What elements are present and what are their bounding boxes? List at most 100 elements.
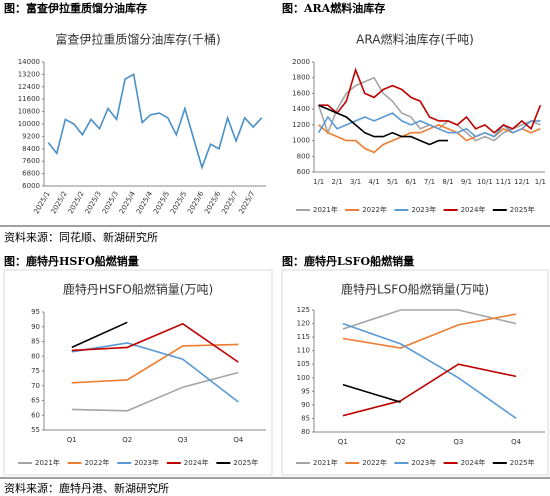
series-line bbox=[47, 73, 263, 170]
header: 图：鹿特丹LSFO船燃销量 bbox=[282, 254, 414, 268]
y-tick-label: 105 bbox=[297, 360, 310, 368]
x-tick-label: Q1 bbox=[67, 436, 77, 444]
x-tick-label: Q4 bbox=[233, 436, 244, 444]
x-tick-label: Q4 bbox=[511, 438, 522, 446]
y-tick-label: 85 bbox=[301, 414, 310, 422]
x-tick-label: 9/1 bbox=[461, 178, 472, 186]
x-tick-label: Q1 bbox=[338, 438, 348, 446]
series-line bbox=[71, 343, 239, 384]
chart-frame bbox=[3, 269, 273, 476]
y-tick-label: 1600 bbox=[292, 89, 310, 97]
y-tick-label: 80 bbox=[301, 428, 310, 436]
series-line bbox=[342, 309, 517, 330]
y-tick-label: 110 bbox=[297, 347, 310, 355]
x-tick-label: 1/1 bbox=[535, 178, 546, 186]
x-tick-label: Q2 bbox=[122, 436, 132, 444]
header: 图：ARA燃料油库存 bbox=[282, 1, 385, 15]
y-tick-label: 1800 bbox=[292, 74, 310, 82]
y-tick-label: 70 bbox=[31, 382, 40, 390]
y-tick-label: 10000 bbox=[18, 120, 40, 128]
legend-label: 2024年 bbox=[461, 458, 486, 467]
chart-title: ARA燃料油库存(千吨) bbox=[356, 32, 474, 47]
y-tick-label: 14000 bbox=[18, 58, 40, 66]
y-tick-label: 120 bbox=[297, 320, 310, 328]
source: 资料来源：同花顺、新湖研究所 bbox=[4, 230, 158, 244]
x-tick-label: 5/1 bbox=[387, 178, 398, 186]
legend-label: 2022年 bbox=[362, 458, 387, 467]
chart-title: 鹿特丹HSFO船燃销量(万吨) bbox=[63, 282, 213, 297]
y-tick-label: 1000 bbox=[292, 137, 310, 145]
series-line bbox=[342, 313, 517, 349]
chart-title: 鹿特丹LSFO船燃销量(万吨) bbox=[341, 282, 489, 297]
y-tick-label: 2000 bbox=[292, 58, 310, 66]
x-tick-label: 6/1 bbox=[405, 178, 416, 186]
x-tick-label: 1/1 bbox=[313, 178, 324, 186]
x-tick-label: Q3 bbox=[178, 436, 188, 444]
y-tick-label: 75 bbox=[31, 367, 40, 375]
legend-label: 2021年 bbox=[313, 205, 338, 214]
y-tick-label: 60 bbox=[31, 411, 40, 419]
x-tick-label: 3/1 bbox=[350, 178, 361, 186]
y-tick-label: 95 bbox=[31, 308, 40, 316]
chart-frame bbox=[281, 269, 549, 476]
y-tick-label: 1400 bbox=[292, 105, 310, 113]
series-line bbox=[318, 124, 541, 154]
y-tick-label: 6800 bbox=[22, 170, 40, 178]
y-tick-label: 90 bbox=[301, 401, 310, 409]
series-line bbox=[318, 67, 542, 134]
x-tick-label: 2025/7 bbox=[237, 190, 256, 215]
legend-label: 2021年 bbox=[313, 458, 338, 467]
y-tick-label: 600 bbox=[297, 168, 310, 176]
x-tick-label: 7/1 bbox=[424, 178, 435, 186]
y-tick-label: 1200 bbox=[292, 121, 310, 129]
y-tick-label: 85 bbox=[31, 338, 40, 346]
y-tick-label: 6000 bbox=[22, 182, 40, 190]
x-tick-label: Q3 bbox=[453, 438, 463, 446]
y-tick-label: 80 bbox=[31, 352, 40, 360]
y-tick-label: 65 bbox=[31, 397, 40, 405]
legend-label: 2023年 bbox=[411, 205, 436, 214]
legend-label: 2025年 bbox=[510, 458, 535, 467]
y-tick-label: 7600 bbox=[22, 157, 40, 165]
legend-label: 2021年 bbox=[35, 458, 60, 467]
x-tick-label: 10/1 bbox=[477, 178, 493, 186]
chart-title: 富查伊拉重质馏分油库存(千桶) bbox=[55, 32, 220, 47]
y-tick-label: 8400 bbox=[22, 145, 40, 153]
series-line bbox=[71, 371, 239, 412]
y-tick-label: 90 bbox=[31, 323, 40, 331]
y-tick-label: 55 bbox=[31, 426, 40, 434]
y-tick-label: 100 bbox=[297, 374, 310, 382]
legend-label: 2024年 bbox=[461, 205, 486, 214]
y-tick-label: 800 bbox=[297, 152, 310, 160]
source: 资料来源：鹿特丹港、新湖研究所 bbox=[4, 481, 169, 495]
series-line bbox=[71, 342, 239, 403]
x-tick-label: 11/1 bbox=[496, 178, 512, 186]
y-tick-label: 11600 bbox=[18, 95, 40, 103]
y-tick-label: 125 bbox=[297, 306, 310, 314]
legend-label: 2024年 bbox=[184, 458, 209, 467]
y-tick-label: 13200 bbox=[18, 70, 40, 78]
legend-label: 2025年 bbox=[510, 205, 535, 214]
x-tick-label: Q2 bbox=[396, 438, 406, 446]
x-tick-label: 2/1 bbox=[331, 178, 342, 186]
header: 图：鹿特丹HSFO船燃销量 bbox=[4, 254, 139, 268]
y-tick-label: 115 bbox=[297, 333, 310, 341]
x-tick-label: 8/1 bbox=[442, 178, 453, 186]
series-line bbox=[71, 321, 128, 349]
y-tick-label: 9200 bbox=[22, 132, 40, 140]
legend-label: 2023年 bbox=[411, 458, 436, 467]
header: 图：富查伊拉重质馏分油库存 bbox=[4, 1, 147, 15]
legend-label: 2022年 bbox=[85, 458, 110, 467]
series-line bbox=[318, 104, 448, 146]
y-tick-label: 10800 bbox=[18, 108, 40, 116]
y-tick-label: 95 bbox=[301, 387, 310, 395]
y-tick-label: 12400 bbox=[18, 83, 40, 91]
legend-label: 2023年 bbox=[134, 458, 159, 467]
series-line bbox=[342, 363, 517, 417]
x-tick-label: 4/1 bbox=[368, 178, 379, 186]
x-tick-label: 12/1 bbox=[514, 178, 530, 186]
series-line bbox=[342, 383, 401, 403]
series-line bbox=[71, 322, 239, 363]
legend-label: 2022年 bbox=[362, 205, 387, 214]
